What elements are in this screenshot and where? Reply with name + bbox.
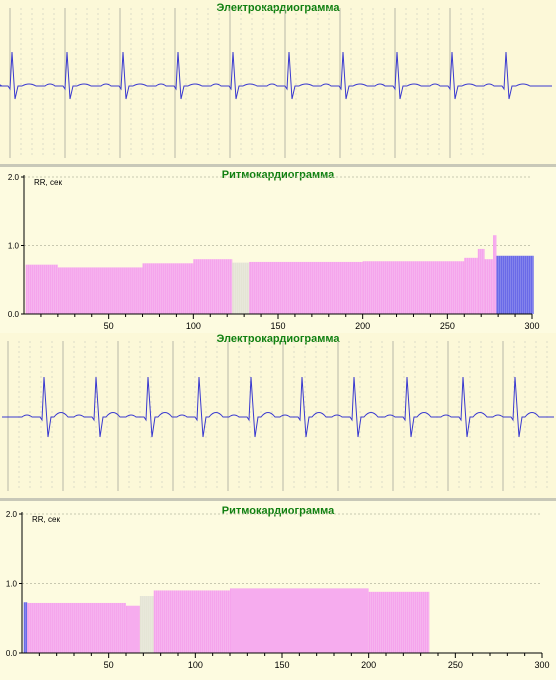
rhythm-y-tick-label: 2.0 xyxy=(8,173,20,182)
rhythm-bars-2 xyxy=(23,588,430,653)
rhythm-bar-segment xyxy=(27,602,127,653)
rhythm-bar-segment xyxy=(477,248,485,314)
rhythm-y-tick-label: 1.0 xyxy=(6,580,18,589)
ecg-panel-2: Электрокардиограмма xyxy=(0,333,556,498)
rhythm-bar-segment xyxy=(493,235,497,314)
rhythm-bar-segment xyxy=(126,605,140,653)
rhythm-chart-2: 50 100 150 200 250 300 0.0 1.0 2.0 RR, сек xyxy=(6,510,550,670)
rhythm-bar-segment xyxy=(362,261,465,314)
rhythm-y-axis-label: RR, сек xyxy=(34,178,62,187)
rhythm-x-tick-label: 50 xyxy=(104,660,114,670)
rhythm-bar-segment xyxy=(139,596,154,653)
ecg-panel-1: Электрокардиограмма xyxy=(0,0,556,164)
rhythm-bar-segment xyxy=(464,257,478,314)
rhythm-bar-segment xyxy=(496,255,534,314)
rhythm-bar-segment xyxy=(142,263,194,314)
rhythm-x-tick-label: 50 xyxy=(104,321,114,331)
ecg-grid-1 xyxy=(9,8,484,158)
rhythm-grid-2 xyxy=(22,513,542,584)
rhythm-grid-1 xyxy=(24,176,532,246)
rhythm-y-tick-label: 2.0 xyxy=(6,510,18,519)
rhythm-bar-segment xyxy=(57,267,143,314)
separator-2 xyxy=(0,498,556,501)
rhythm-x-tick-label: 250 xyxy=(448,660,463,670)
rhythm-bar-segment xyxy=(368,591,430,653)
rhythm-x-tick-label: 300 xyxy=(534,660,549,670)
rhythm-panel-1: Ритмокардиограмма 50 100 150 200 250 300 0.0 1.… xyxy=(0,167,556,337)
rhythm-axes-2: 50 100 150 200 250 300 0.0 1.0 2.0 xyxy=(6,510,550,670)
rhythm-bar-segment xyxy=(153,590,230,653)
rhythm-x-tick-label: 200 xyxy=(361,660,376,670)
rhythm-bar-segment xyxy=(23,602,28,653)
rhythm-x-tick-label: 150 xyxy=(274,660,289,670)
rhythm-y-axis-label: RR, сек xyxy=(32,515,60,524)
rhythm-x-tick-label: 150 xyxy=(270,321,285,331)
rhythm-panel-2: Ритмокардиограмма 50 100 150 200 250 300 0.0 1.… xyxy=(0,501,556,680)
rhythm-y-tick-label: 0.0 xyxy=(8,310,20,319)
rhythm-bar-segment xyxy=(249,261,363,314)
rhythm-bar-segment xyxy=(230,588,369,653)
ecg-trace-1 xyxy=(0,51,552,100)
rhythm-x-tick-label: 100 xyxy=(186,321,201,331)
ecg-title-1: Электрокардиограмма xyxy=(216,2,340,14)
rhythm-x-tick-label: 200 xyxy=(355,321,370,331)
rhythm-y-tick-label: 0.0 xyxy=(6,649,18,658)
rhythm-bar-segment xyxy=(25,264,58,314)
rhythm-chart-1: 50 100 150 200 250 300 0.0 1.0 2.0 RR, сек xyxy=(8,173,540,331)
rhythm-y-tick-label: 1.0 xyxy=(8,242,20,251)
rhythm-bar-segment xyxy=(193,259,233,314)
separator-1 xyxy=(0,164,556,167)
rhythm-title-1: Ритмокардиограмма xyxy=(221,169,335,181)
rhythm-x-tick-label: 100 xyxy=(188,660,203,670)
rhythm-x-tick-label: 250 xyxy=(440,321,455,331)
rhythm-bar-segment xyxy=(484,259,494,314)
rhythm-bars-1 xyxy=(25,235,534,314)
ecg-title-2: Электрокардиограмма xyxy=(216,333,340,345)
rhythm-bar-segment xyxy=(232,262,250,314)
ecg-grid-2 xyxy=(7,341,548,491)
ecg-trace-area-1 xyxy=(0,8,552,158)
rhythm-axes-1: 50 100 150 200 250 300 0.0 1.0 2.0 xyxy=(8,173,540,331)
ecg-trace-2 xyxy=(2,376,554,438)
ecg-trace-area-2 xyxy=(2,341,554,491)
rhythm-x-tick-label: 300 xyxy=(524,321,539,331)
